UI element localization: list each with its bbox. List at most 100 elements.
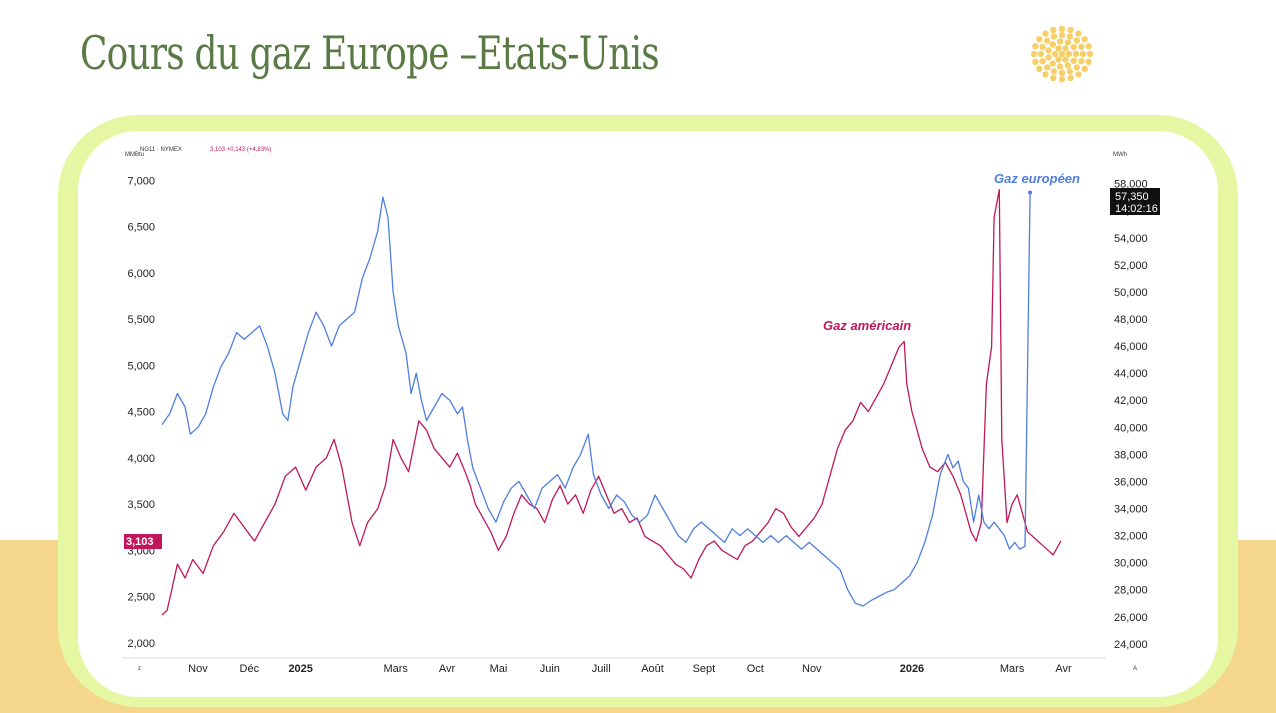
sun-dot: [1064, 39, 1071, 46]
sun-dot: [1064, 62, 1071, 69]
sun-dot: [1045, 47, 1052, 54]
sun-dot: [1065, 50, 1073, 58]
sun-dot: [1078, 58, 1085, 65]
sun-dot: [1039, 43, 1046, 50]
sun-dot: [1072, 50, 1080, 58]
series-lines: [161, 189, 1062, 616]
sun-dot: [1058, 25, 1066, 32]
right-tick-label: 32,000: [1114, 531, 1148, 543]
left-price-marker-bg: [124, 534, 162, 549]
sun-dot: [1049, 41, 1056, 48]
x-tick-label: 2025: [288, 663, 312, 675]
sun-dot: [1070, 57, 1077, 64]
page-title: Cours du gaz Europe –Etats-Unis: [80, 26, 660, 80]
sun-dot: [1085, 58, 1092, 65]
right-tick-label: 34,000: [1114, 504, 1148, 516]
x-tick-label: Oct: [747, 663, 764, 675]
sun-dot: [1081, 36, 1088, 43]
sun-dot: [1058, 50, 1066, 58]
symbol-label: NG11 · NYMEX: [140, 147, 182, 153]
x-tick-label: Mars: [1000, 663, 1025, 675]
right-tick-label: 54,000: [1114, 233, 1148, 245]
sun-dot: [1055, 45, 1062, 52]
x-tick-label: Avr: [439, 663, 456, 675]
x-tick-label: Mai: [490, 663, 508, 675]
left-tick-label: 2,000: [127, 638, 155, 650]
right-tick-label: 58,000: [1114, 179, 1148, 191]
sun-dot: [1032, 43, 1039, 50]
left-tick-label: 7,000: [127, 175, 155, 187]
right-price-marker-value: 57,350: [1115, 191, 1149, 203]
sun-dot: [1036, 65, 1043, 72]
chart-panel: [78, 131, 1218, 697]
sun-dot: [1081, 65, 1088, 72]
sun-dot: [1056, 38, 1064, 45]
sun-dot: [1030, 50, 1038, 58]
corner-right: A: [1133, 666, 1137, 672]
right-axis: 24,000 26,000 28,000 30,000 32,000 34,000 36,0…: [1114, 179, 1148, 651]
left-unit-label: MMBtu: [125, 152, 144, 158]
right-tick-label: 38,000: [1114, 449, 1148, 461]
sun-dot: [1075, 71, 1082, 78]
x-tick-label: Mars: [383, 663, 408, 675]
sun-dot: [1062, 45, 1069, 52]
sun-dot: [1049, 60, 1056, 67]
sun-dot: [1073, 37, 1080, 44]
left-tick-label: 3,500: [127, 499, 155, 511]
eu-gas-last-point: [1028, 190, 1033, 195]
sun-dot: [1051, 50, 1059, 58]
sun-dot: [1055, 56, 1062, 63]
us-gas-annotation: Gaz américain: [823, 318, 911, 333]
sun-dot: [1067, 74, 1074, 82]
right-unit-label: MWh: [1113, 152, 1127, 158]
us-gas-line: [161, 189, 1062, 616]
right-tick-label: 48,000: [1114, 314, 1148, 326]
left-tick-label: 5,500: [127, 314, 155, 326]
sun-dot: [1050, 33, 1058, 40]
sun-dot: [1085, 43, 1092, 50]
right-tick-label: 52,000: [1114, 260, 1148, 272]
sun-dot: [1050, 26, 1057, 34]
sun-dot: [1066, 33, 1074, 40]
sun-dot: [1075, 30, 1082, 37]
quote-label: 3,103 +0,143 (+4,83%): [210, 147, 271, 153]
x-tick-label: Nov: [188, 663, 208, 675]
left-tick-label: 6,500: [127, 222, 155, 234]
right-tick-label: 28,000: [1114, 585, 1148, 597]
sun-dot: [1079, 50, 1087, 58]
price-markers: 3,103 57,350 14:02:16: [124, 188, 1160, 549]
sun-dot: [1078, 43, 1085, 50]
right-tick-label: 46,000: [1114, 341, 1148, 353]
right-price-marker-bg: [1110, 188, 1160, 215]
sun-dot: [1044, 37, 1051, 44]
x-tick-label: Déc: [240, 663, 260, 675]
right-tick-label: 50,000: [1114, 287, 1148, 299]
right-tick-label: 26,000: [1114, 612, 1148, 624]
left-price-marker: 3,103: [126, 536, 154, 548]
right-tick-label: 36,000: [1114, 476, 1148, 488]
right-tick-label: 44,000: [1114, 368, 1148, 380]
eu-gas-line: [161, 192, 1031, 607]
sun-dot: [1036, 36, 1043, 43]
sun-dot: [1037, 50, 1045, 58]
right-tick-label: 30,000: [1114, 558, 1148, 570]
sun-dot: [1056, 63, 1064, 70]
sun-dot: [1062, 56, 1069, 63]
sun-dot: [1073, 64, 1080, 71]
right-price-marker-time: 14:02:16: [1115, 203, 1158, 215]
x-tick-label: Sept: [693, 663, 716, 675]
sun-dot: [1042, 30, 1049, 37]
right-tick-label: 40,000: [1114, 422, 1148, 434]
sun-dot: [1050, 68, 1058, 75]
sun-dot: [1066, 68, 1074, 75]
corner-left: z: [138, 666, 141, 672]
sun-dot: [1070, 44, 1077, 51]
sun-dot: [1086, 50, 1094, 58]
left-axis: 2,0002,5003,0003,5004,0004,5005,0005,500…: [127, 175, 155, 649]
left-tick-label: 5,000: [127, 360, 155, 372]
x-tick-label: Juin: [540, 663, 560, 675]
right-tick-label: 24,000: [1114, 639, 1148, 651]
left-tick-label: 6,000: [127, 268, 155, 280]
x-tick-label: Juill: [592, 663, 611, 675]
